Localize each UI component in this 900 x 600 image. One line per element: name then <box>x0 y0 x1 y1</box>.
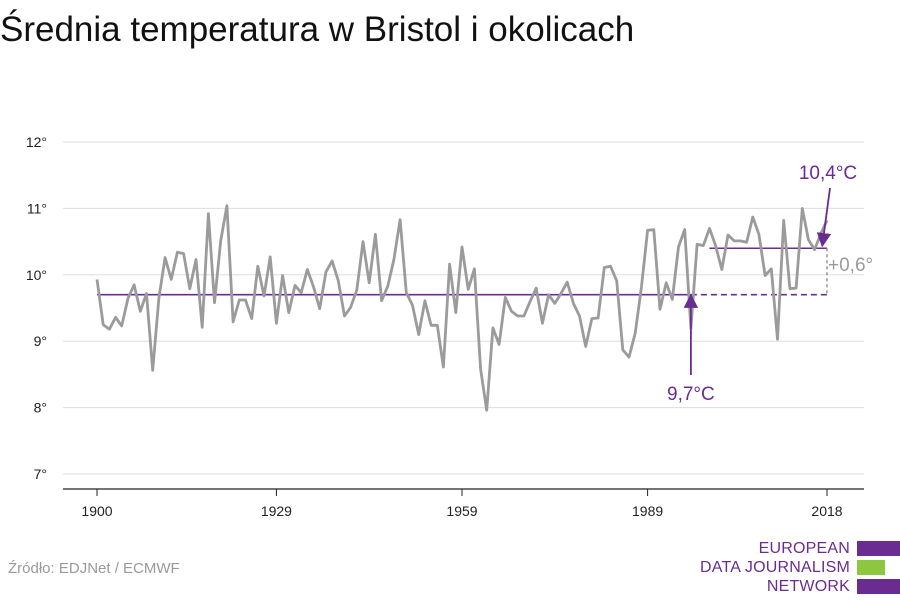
x-axis: 1900 1929 1959 1989 2018 <box>63 488 864 519</box>
y-tick-label: 11° <box>27 200 47 216</box>
y-axis-tick-labels: 7° 8° 9° 10° 11° 12° <box>26 134 47 482</box>
series-group <box>95 204 829 412</box>
x-tick-label: 1959 <box>446 503 477 519</box>
x-tick-label: 1989 <box>632 503 663 519</box>
y-tick-label: 8° <box>34 400 47 416</box>
x-tick-label: 1900 <box>81 503 112 519</box>
y-tick-label: 10° <box>26 267 47 283</box>
temperature-series-line <box>95 204 829 412</box>
logo-line-2: DATA JOURNALISM <box>700 559 850 576</box>
logo-bar-purple-bottom <box>857 579 900 594</box>
reference-label: 9,7°C <box>667 384 715 405</box>
x-tick-label: 1929 <box>261 503 292 519</box>
y-tick-label: 12° <box>26 134 47 150</box>
grid-lines <box>63 141 864 475</box>
logo-line-3: NETWORK <box>766 578 850 595</box>
difference-label: +0,6° <box>828 255 873 276</box>
logo-bar-purple-top <box>857 541 900 556</box>
x-tick-label: 2018 <box>811 503 842 519</box>
source-note: Źródło: EDJNet / ECMWF <box>8 560 180 577</box>
recent-label: 10,4°C <box>799 163 857 184</box>
logo-bar-green <box>857 560 885 575</box>
logo-line-1: EUROPEAN <box>758 540 850 557</box>
edjnet-logo: EUROPEAN DATA JOURNALISM NETWORK <box>700 537 900 597</box>
y-tick-label: 7° <box>34 466 47 482</box>
recent-arrow <box>816 187 832 248</box>
chart-title: Średnia temperatura w Bristol i okolicac… <box>0 10 635 49</box>
reference-annotations <box>97 247 828 296</box>
y-tick-label: 9° <box>34 333 47 349</box>
value-annotations: 9,7°C 10,4°C +0,6° <box>667 163 873 405</box>
